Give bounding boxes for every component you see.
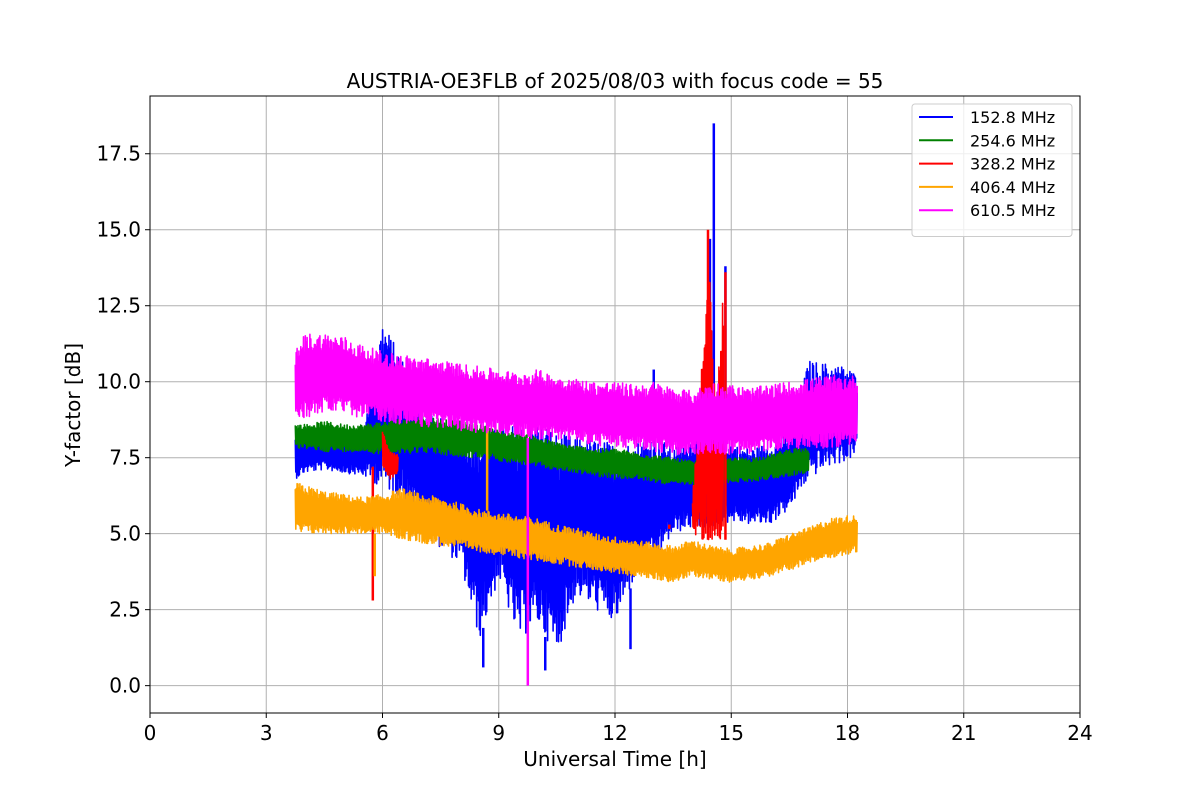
x-axis-label: Universal Time [h] bbox=[523, 747, 706, 771]
x-tick-label: 21 bbox=[951, 721, 976, 745]
series-line bbox=[294, 333, 858, 456]
y-tick-label: 7.5 bbox=[109, 446, 141, 470]
chart-title: AUSTRIA-OE3FLB of 2025/08/03 with focus … bbox=[347, 69, 884, 93]
x-tick-label: 12 bbox=[602, 721, 627, 745]
legend-entry-label: 254.6 MHz bbox=[970, 131, 1055, 150]
series-line bbox=[294, 482, 858, 583]
y-axis-label: Y-factor [dB] bbox=[61, 343, 85, 468]
x-tick-label: 15 bbox=[719, 721, 744, 745]
y-tick-label: 10.0 bbox=[96, 370, 141, 394]
x-tick-label: 24 bbox=[1067, 721, 1092, 745]
legend-entry-label: 152.8 MHz bbox=[970, 108, 1055, 127]
plot-area bbox=[294, 123, 858, 686]
x-axis: 0 3 6 9 12 15 18 21 24 bbox=[144, 713, 1093, 745]
legend-entry-label: 610.5 MHz bbox=[970, 201, 1055, 220]
x-tick-label: 9 bbox=[492, 721, 505, 745]
series-406-4-mhz bbox=[294, 427, 858, 583]
x-tick-label: 0 bbox=[144, 721, 157, 745]
y-tick-label: 5.0 bbox=[109, 522, 141, 546]
y-tick-label: 17.5 bbox=[96, 142, 141, 166]
legend-box bbox=[911, 103, 1073, 237]
y-tick-label: 2.5 bbox=[109, 598, 141, 622]
x-tick-label: 18 bbox=[835, 721, 860, 745]
legend-entry-label: 328.2 MHz bbox=[970, 155, 1055, 174]
y-tick-label: 15.0 bbox=[96, 218, 141, 242]
legend: 152.8 MHz 254.6 MHz 328.2 MHz 406.4 MHz 610.… bbox=[911, 103, 1073, 237]
y-axis: 0.0 2.5 5.0 7.5 10.0 12.5 15.0 17.5 bbox=[96, 142, 150, 698]
series-610-5-mhz bbox=[294, 333, 858, 686]
legend-entry-label: 406.4 MHz bbox=[970, 178, 1055, 197]
x-tick-label: 6 bbox=[376, 721, 389, 745]
y-tick-label: 12.5 bbox=[96, 294, 141, 318]
series-line bbox=[381, 431, 399, 480]
x-tick-label: 3 bbox=[260, 721, 273, 745]
y-tick-label: 0.0 bbox=[109, 674, 141, 698]
